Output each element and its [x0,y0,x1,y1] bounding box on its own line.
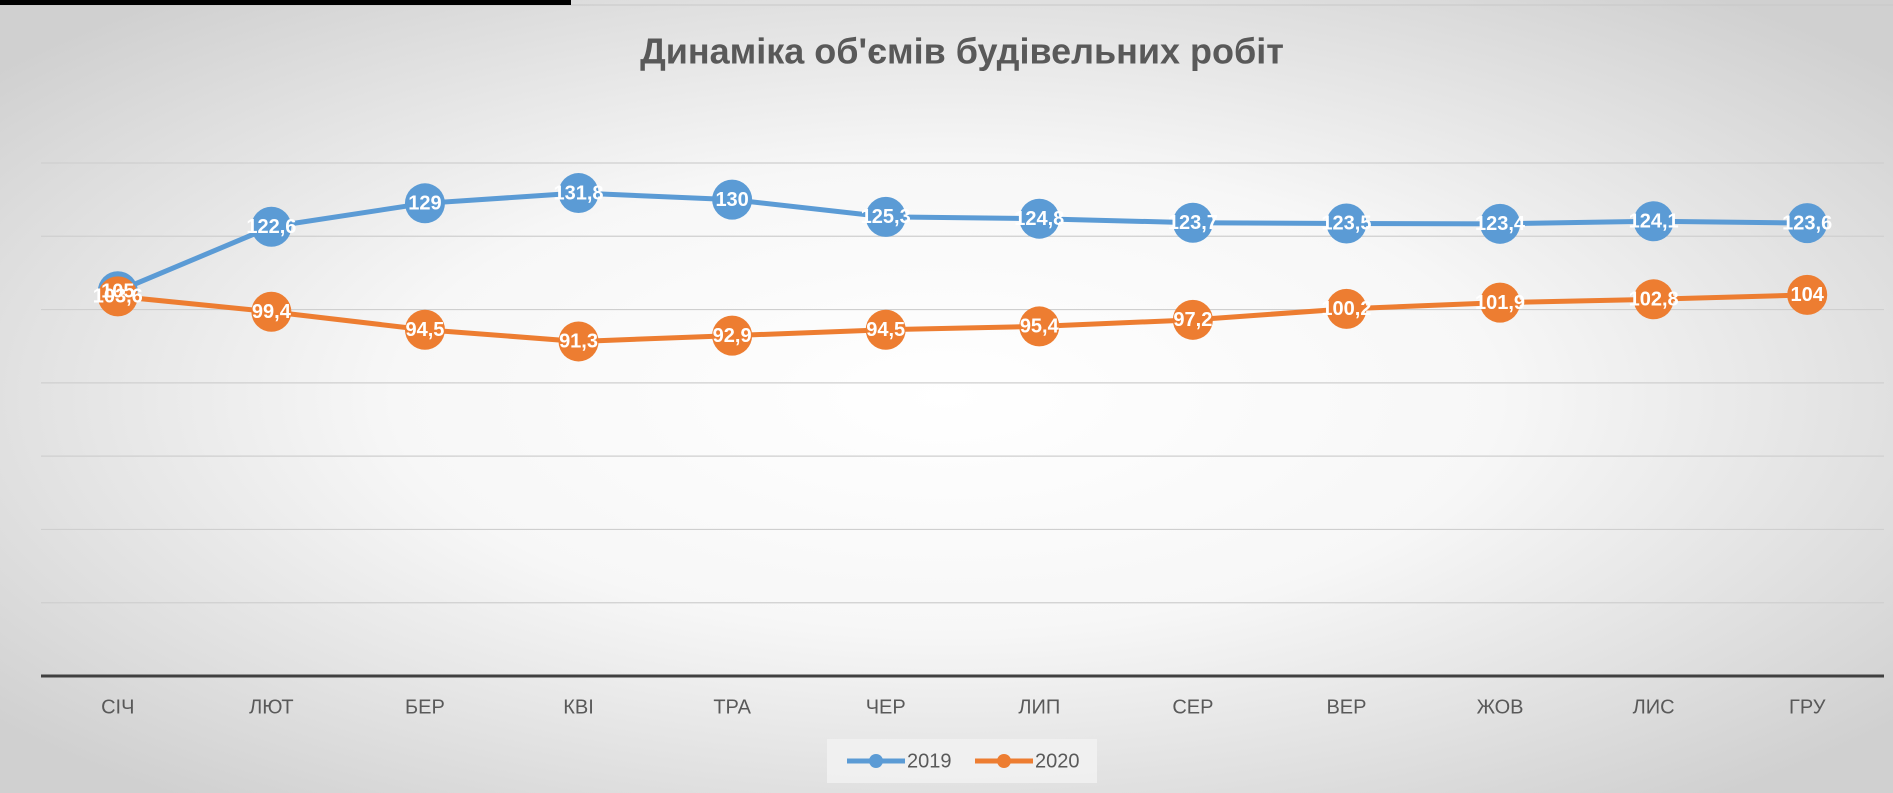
data-point [712,179,753,220]
data-label: 123,7 [1168,212,1218,234]
data-point [1019,198,1060,239]
data-point [1787,203,1828,244]
data-point [712,315,753,356]
x-tick-label: СІЧ [101,696,134,718]
data-label: 130 [715,189,748,211]
data-point [1480,203,1521,244]
x-tick-label: ВЕР [1326,696,1366,718]
data-label: 99,4 [252,301,292,323]
data-label: 129 [408,193,441,215]
data-point [1172,299,1213,340]
x-tick-label: ЧЕР [866,696,906,718]
data-label: 123,5 [1321,213,1371,235]
data-label: 102,8 [1629,289,1679,311]
series-line [117,292,1808,344]
data-label: 97,2 [1173,309,1212,331]
data-label: 91,3 [559,331,598,353]
legend-swatch-marker [869,754,883,768]
data-point [1633,279,1674,320]
data-label: 124,8 [1014,208,1064,230]
data-point [251,291,292,332]
data-label: 125,3 [861,206,911,228]
legend-label: 2020 [1035,750,1080,772]
data-label: 122,6 [246,216,296,238]
data-label: 101,9 [1475,292,1525,314]
data-point [1326,288,1367,329]
data-point [251,206,292,247]
data-label: 95,4 [1020,316,1060,338]
data-label: 94,5 [405,319,444,341]
data-point [558,173,599,214]
x-tick-label: ТРА [713,696,751,718]
x-tick-label: ЛИП [1018,696,1060,718]
data-point [1019,306,1060,347]
x-tick-label: СЕР [1172,696,1213,718]
x-tick-label: ЛЮТ [249,696,293,718]
data-label: 123,6 [1782,212,1832,234]
chart-title: Динаміка об'ємів будівельних робіт [640,31,1284,72]
x-tick-label: ЖОВ [1477,696,1524,718]
data-point [1172,202,1213,243]
data-point [404,183,445,224]
data-point [558,321,599,362]
data-label: 123,4 [1475,213,1526,235]
x-tick-label: КВІ [563,696,594,718]
data-point [1787,274,1828,315]
data-point [865,196,906,237]
data-point [1480,282,1521,323]
data-label: 92,9 [713,325,752,347]
data-label: 131,8 [554,182,604,204]
legend-swatch-marker [997,754,1011,768]
x-tick-label: ЛИС [1633,696,1675,718]
x-tick-label: ГРУ [1789,696,1826,718]
series-line [116,190,1808,294]
data-point [97,276,138,317]
data-label: 105 [101,281,134,303]
data-label: 100,2 [1321,298,1371,320]
data-point [1633,201,1674,242]
top-bar [0,0,571,5]
data-point [1326,203,1367,244]
legend-label: 2019 [907,750,952,772]
x-tick-label: БЕР [405,696,445,718]
data-label: 124,1 [1629,211,1679,233]
data-point [404,309,445,350]
data-label: 103,6 [93,286,143,308]
data-label: 94,5 [866,319,905,341]
data-point [865,309,906,350]
data-label: 104 [1791,284,1825,306]
